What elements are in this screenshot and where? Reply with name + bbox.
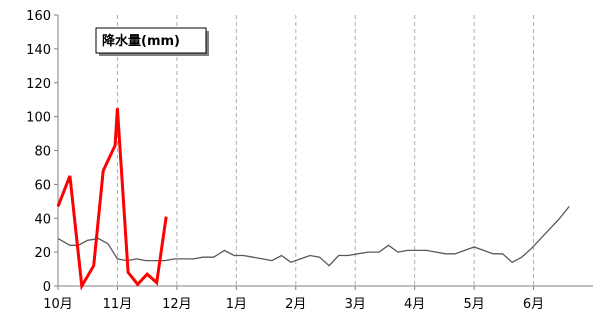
x-tick-label: 6月 [523,297,544,312]
y-tick-label: 100 [26,111,51,126]
x-axis-ticks: 10月 11月 12月 1月 2月 3月 4月 5月 6月 [43,286,544,312]
x-tick-label: 5月 [463,297,484,312]
series-line-gray [57,205,570,267]
x-tick-label: 12月 [162,297,192,312]
gridlines [116,15,535,286]
y-axis-ticks: 0 20 40 60 80 100 120 140 160 [26,9,58,295]
x-tick-label: 11月 [103,297,133,312]
series-line-red [56,108,168,291]
series-lines [56,108,570,291]
y-tick-label: 20 [34,246,51,261]
y-tick-label: 120 [26,77,51,92]
x-tick-label: 10月 [43,297,73,312]
y-tick-label: 60 [34,178,51,193]
title-box-frame [95,27,207,54]
x-tick-label: 4月 [404,297,425,312]
x-tick-label: 3月 [345,297,366,312]
y-tick-label: 80 [34,145,51,160]
x-tick-label: 1月 [226,297,247,312]
y-tick-label: 140 [26,43,51,58]
title-box-label: 降水量(mm) [102,33,180,49]
title-box: 降水量(mm) [95,27,209,56]
y-tick-label: 40 [34,212,51,227]
y-tick-label: 0 [43,280,51,295]
y-tick-label: 160 [26,9,51,24]
x-tick-label: 2月 [285,297,306,312]
